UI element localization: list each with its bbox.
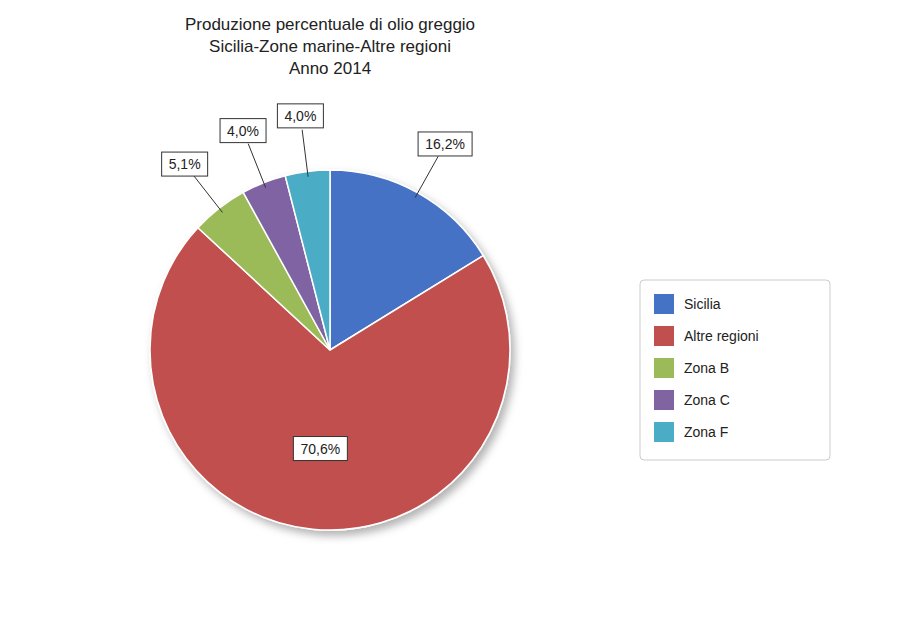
legend-swatch <box>654 390 674 410</box>
leader-line <box>302 130 308 177</box>
pie-slice <box>285 170 330 350</box>
legend-swatch <box>654 326 674 346</box>
title-line: Sicilia-Zone marine-Altre regioni <box>209 37 451 56</box>
pie <box>150 170 510 530</box>
legend: Sicilia Altre regioni Zona B Zona C Zona F <box>640 280 830 460</box>
data-label-box <box>220 119 266 143</box>
leader-line <box>415 156 438 197</box>
data-label-box <box>277 104 323 128</box>
data-label: 70,6% <box>301 441 341 457</box>
legend-label: Zona B <box>684 360 729 376</box>
data-label-box <box>293 437 347 461</box>
data-label-box <box>162 152 208 176</box>
data-labels: 16,2% 70,6% 5,1% 4,0% 4,0% <box>162 104 472 461</box>
legend-frame <box>640 280 830 460</box>
legend-label: Altre regioni <box>684 328 759 344</box>
legend-swatch <box>654 294 674 314</box>
data-label: 4,0% <box>227 123 259 139</box>
title-line: Anno 2014 <box>289 59 371 78</box>
chart-title: Produzione percentuale di olio greggio Si… <box>185 15 475 78</box>
data-label: 4,0% <box>284 108 316 124</box>
legend-swatch <box>654 422 674 442</box>
title-line: Produzione percentuale di olio greggio <box>185 15 475 34</box>
leader-line <box>193 175 222 212</box>
chart-svg: Produzione percentuale di olio greggio Si… <box>0 0 915 622</box>
data-label: 16,2% <box>425 136 465 152</box>
legend-label: Zona C <box>684 392 730 408</box>
legend-swatch <box>654 358 674 378</box>
legend-label: Sicilia <box>684 296 721 312</box>
data-label: 5,1% <box>169 156 201 172</box>
legend-label: Zona F <box>684 424 728 440</box>
leader-line <box>248 144 265 188</box>
data-label-box <box>418 132 472 156</box>
chart-container: Produzione percentuale di olio greggio Si… <box>0 0 915 622</box>
